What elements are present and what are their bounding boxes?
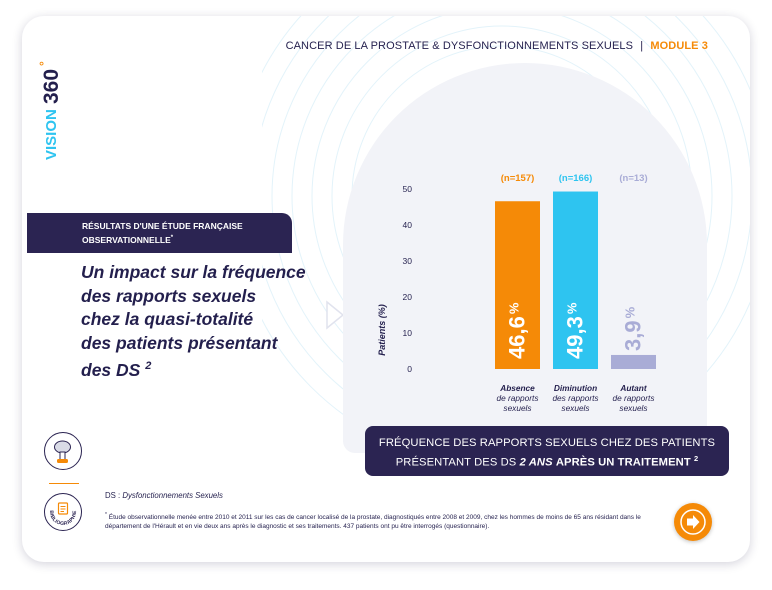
bar-value-unit: %	[507, 302, 522, 314]
category-sub1: des rapports	[552, 393, 598, 403]
y-axis: 0 10 20 30 40 50	[403, 184, 413, 374]
next-button[interactable]	[674, 503, 712, 541]
bar-value: 49,3%	[563, 302, 588, 359]
headline-ref: 2	[145, 360, 152, 372]
footnote-text: Étude observationnelle menée entre 2010 …	[105, 514, 641, 531]
bar	[495, 201, 540, 369]
headline-line-4: des patients présentant	[81, 332, 278, 353]
bar-value-unit: %	[565, 302, 580, 314]
caption-line2-emph: 2 ANS	[519, 456, 553, 469]
bar	[611, 354, 656, 369]
caption-line2-pre: PRÉSENTANT DES DS	[395, 456, 517, 469]
bar-value-label: 3,9%	[621, 306, 646, 351]
bars: (n=157) 46,6% (n=166) 49,3% (n=13) 3,9%	[495, 173, 656, 369]
bibliography-button[interactable]: BIBLIOGRAPHIE	[44, 493, 82, 531]
chevron-left-icon	[326, 300, 345, 330]
vacuum-pump-icon	[54, 440, 71, 463]
ds-abbr: DS :	[105, 491, 121, 500]
bar-value-unit: %	[623, 306, 638, 318]
headline-line-1: Un impact sur la fréquence	[81, 262, 306, 282]
y-tick-label: 50	[403, 184, 413, 194]
logo-degree: °	[37, 61, 51, 66]
header-module: MODULE 3	[650, 40, 708, 52]
y-axis-label: Patients (%)	[377, 304, 387, 356]
banner-line1: Résultats d'une étude française	[82, 221, 243, 231]
banner-line2: observationnelle	[82, 234, 171, 245]
banner-ref: *	[170, 235, 174, 241]
y-tick-label: 40	[403, 220, 413, 230]
category-sub1: de rapports	[613, 393, 655, 403]
caption-ref: 2	[694, 454, 699, 463]
headline-line-3: chez la quasi-totalité	[81, 309, 254, 329]
bar-value: 3,9%	[621, 306, 646, 351]
category-sub2: sexuels	[503, 403, 531, 413]
category-title: Absence	[499, 383, 535, 393]
category-sub2: sexuels	[561, 403, 589, 413]
footnote-marker: *	[105, 512, 107, 518]
bar-n-label: (n=13)	[619, 173, 647, 184]
bibliography-icon: BIBLIOGRAPHIE	[48, 502, 78, 527]
category-sub2: sexuels	[619, 403, 647, 413]
header-title: CANCER DE LA PROSTATE & DYSFONCTIONNEMEN…	[285, 40, 634, 52]
ds-definition: DS : Dysfonctionnements Sexuels	[105, 491, 223, 500]
chart-panel: 0 10 20 30 40 50 (n=157) 46,6% (n=166) 49,3% (n=1…	[343, 63, 707, 453]
headline-line-2: des rapports sexuels	[81, 285, 257, 306]
chart-caption: FRÉQUENCE DES RAPPORTS SEXUELS CHEZ DES …	[365, 426, 729, 476]
study-footnote: * Étude observationnelle menée entre 201…	[105, 511, 645, 531]
study-banner: Résultats d'une étude française observat…	[27, 213, 292, 253]
headline: Un impact sur la fréquence des rapports …	[81, 261, 321, 382]
header-separator: |	[640, 40, 644, 52]
category-title: Diminution	[554, 383, 597, 393]
headline-line-5: des DS	[81, 359, 141, 380]
bar-n-label: (n=166)	[559, 173, 593, 184]
y-tick-label: 0	[407, 364, 412, 374]
icon-divider	[49, 483, 79, 484]
arrow-right-icon	[680, 509, 706, 535]
vision360-logo: VISION 360 °	[37, 61, 63, 160]
bar	[553, 191, 598, 369]
ds-definition-text: Dysfonctionnements Sexuels	[122, 491, 223, 500]
y-tick-label: 20	[403, 292, 413, 302]
logo-number: 360	[40, 69, 63, 104]
bar-n-label: (n=157)	[501, 173, 535, 184]
module-header: CANCER DE LA PROSTATE & DYSFONCTIONNEMEN…	[286, 40, 708, 52]
y-tick-label: 30	[403, 256, 413, 266]
slide-card: VISION 360 ° CANCER DE LA PROSTATE & DYS…	[22, 16, 750, 562]
category-sub1: de rapports	[497, 393, 539, 403]
caption-line2-bold: APRÈS UN TRAITEMENT	[555, 456, 691, 469]
y-tick-label: 10	[403, 328, 413, 338]
category-title: Autant	[619, 383, 648, 393]
bar-value: 46,6%	[505, 302, 530, 359]
bar-value-label: 46,6%	[505, 302, 530, 359]
logo-word: VISION	[43, 109, 60, 160]
caption-line1: FRÉQUENCE DES RAPPORTS SEXUELS CHEZ DES …	[378, 437, 716, 449]
vacuum-pump-button[interactable]	[44, 432, 82, 470]
bar-value-label: 49,3%	[563, 302, 588, 359]
